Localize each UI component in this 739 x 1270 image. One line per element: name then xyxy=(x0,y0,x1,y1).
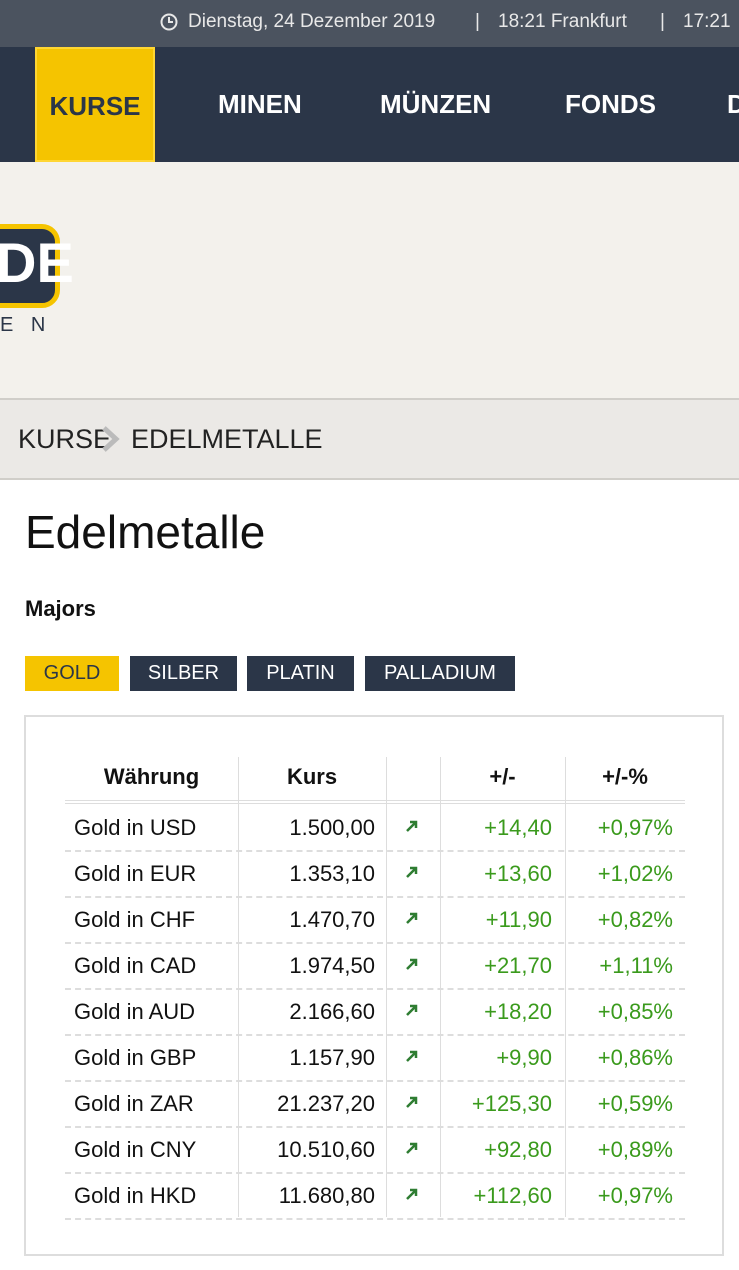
tab[interactable]: PALLADIUM xyxy=(365,656,515,691)
row-divider xyxy=(65,988,685,990)
row-divider xyxy=(65,942,685,944)
change-cell: +92,80 xyxy=(484,1137,552,1162)
trend-arrow xyxy=(406,958,418,970)
header-rule xyxy=(65,800,685,804)
currency-cell: Gold in HKD xyxy=(74,1183,197,1208)
change-cell: +112,60 xyxy=(473,1183,552,1208)
price-cell: 1.353,10 xyxy=(289,861,375,886)
subtitle: Majors xyxy=(25,596,96,621)
row-divider xyxy=(65,1080,685,1082)
tab[interactable]: SILBER xyxy=(130,656,237,691)
logo-mark[interactable]: DE xyxy=(0,231,74,294)
price-cell: 10.510,60 xyxy=(277,1137,375,1162)
row-divider xyxy=(65,1172,685,1174)
price-cell: 1.500,00 xyxy=(289,815,375,840)
column-header: +/- xyxy=(489,764,516,789)
row-divider xyxy=(65,1034,685,1036)
pct-cell: +0,82% xyxy=(597,907,673,932)
price-cell: 11.680,80 xyxy=(278,1183,375,1208)
change-cell: +21,70 xyxy=(484,953,552,978)
nav-item[interactable]: MINEN xyxy=(218,89,302,119)
trend-arrow xyxy=(406,820,418,832)
nav-item[interactable]: MÜNZEN xyxy=(380,89,492,119)
pct-cell: +1,02% xyxy=(597,861,673,886)
currency-cell: Gold in CAD xyxy=(74,953,197,978)
breadcrumb-link[interactable]: KURSE xyxy=(18,424,112,454)
trend-arrow xyxy=(406,912,418,924)
row-divider xyxy=(65,1126,685,1128)
price-cell: 1.157,90 xyxy=(289,1045,375,1070)
column-divider xyxy=(238,757,239,1217)
breadcrumb-arrow xyxy=(102,426,120,452)
nav-item[interactable]: FONDS xyxy=(565,89,656,119)
page-title: Edelmetalle xyxy=(25,506,266,558)
column-divider xyxy=(386,757,387,1217)
row-divider xyxy=(65,896,685,898)
row-divider xyxy=(65,850,685,852)
breadcrumb: KURSE EDELMETALLE xyxy=(0,398,739,480)
trend-arrow xyxy=(406,1050,418,1062)
pct-cell: +0,59% xyxy=(597,1091,673,1116)
pct-cell: +0,85% xyxy=(597,999,673,1024)
change-cell: +9,90 xyxy=(496,1045,552,1070)
pct-cell: +1,11% xyxy=(599,953,673,978)
main-nav: KURSE MINEN MÜNZEN FONDS D xyxy=(0,47,739,162)
change-cell: +11,90 xyxy=(485,907,552,932)
currency-cell: Gold in ZAR xyxy=(74,1091,194,1116)
logo-area: DE E N xyxy=(0,162,739,398)
currency-cell: Gold in CNY xyxy=(74,1137,197,1162)
breadcrumb-current: EDELMETALLE xyxy=(131,424,323,454)
nav-item[interactable]: KURSE xyxy=(35,47,155,162)
nav-item[interactable]: D xyxy=(727,89,739,119)
change-cell: +18,20 xyxy=(484,999,552,1024)
column-header: Währung xyxy=(103,764,200,789)
trend-arrow xyxy=(406,866,418,878)
time: 18:21 Frankfurt xyxy=(498,11,627,32)
currency-cell: Gold in EUR xyxy=(74,861,197,886)
table-box xyxy=(24,715,724,1256)
tab[interactable]: PLATIN xyxy=(247,656,354,691)
currency-cell: Gold in GBP xyxy=(74,1045,197,1070)
pct-cell: +0,89% xyxy=(597,1137,673,1162)
clock-icon xyxy=(160,13,178,31)
time-2: 17:21 xyxy=(683,11,731,32)
row-divider xyxy=(65,1218,685,1220)
trend-arrow xyxy=(406,1142,418,1154)
column-header: +/-% xyxy=(602,764,648,789)
pct-cell: +0,86% xyxy=(597,1045,673,1070)
price-cell: 1.974,50 xyxy=(289,953,375,978)
trend-arrow xyxy=(406,1096,418,1108)
date: Dienstag, 24 Dezember 2019 xyxy=(188,11,436,32)
change-cell: +14,40 xyxy=(484,815,552,840)
currency-cell: Gold in AUD xyxy=(74,999,196,1024)
currency-cell: Gold in CHF xyxy=(74,907,196,932)
separator: | xyxy=(660,11,665,32)
price-cell: 1.470,70 xyxy=(289,907,375,932)
change-cell: +13,60 xyxy=(484,861,552,886)
column-divider xyxy=(565,757,566,1217)
column-divider xyxy=(440,757,441,1217)
price-cell: 2.166,60 xyxy=(289,999,375,1024)
currency-cell: Gold in USD xyxy=(74,815,197,840)
pct-cell: +0,97% xyxy=(597,815,673,840)
price-cell: 21.237,20 xyxy=(277,1091,375,1116)
column-header: Kurs xyxy=(286,764,338,789)
trend-arrow xyxy=(406,1188,418,1200)
tab[interactable]: GOLD xyxy=(25,656,119,691)
logo-sub: E N xyxy=(0,314,52,336)
top-bar: Dienstag, 24 Dezember 2019 | 18:21 Frank… xyxy=(0,0,739,47)
pct-cell: +0,97% xyxy=(597,1183,673,1208)
separator: | xyxy=(475,11,480,32)
change-cell: +125,30 xyxy=(471,1091,552,1116)
trend-arrow xyxy=(406,1004,418,1016)
logo-badge xyxy=(0,224,60,308)
